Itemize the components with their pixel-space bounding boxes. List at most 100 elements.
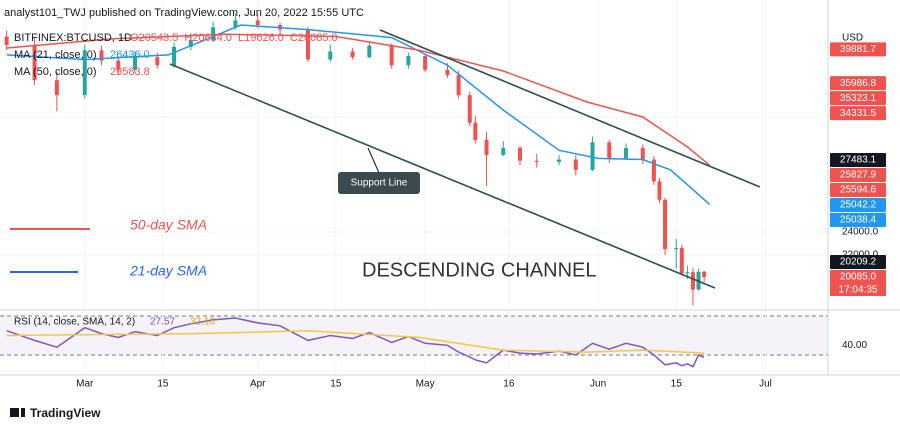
candle-body: [685, 272, 690, 274]
callout-pointer: [367, 147, 381, 176]
candle-body: [456, 75, 461, 96]
x-tick-label: Mar: [76, 379, 94, 390]
price-tag: [830, 91, 886, 106]
candle-body: [389, 45, 394, 66]
line-series: [6, 33, 711, 166]
price-tag: [830, 255, 886, 270]
marks: [4, 13, 711, 368]
candle-body: [82, 50, 87, 96]
candle-body: [406, 56, 411, 66]
candle-body: [484, 139, 489, 155]
line-series: [6, 329, 705, 354]
candle-body: [674, 248, 679, 250]
candle-body: [501, 148, 506, 155]
candle-body: [188, 39, 193, 47]
candle-body: [573, 159, 578, 170]
price-tag: [830, 183, 886, 198]
candle-body: [32, 45, 37, 81]
x-tick-label: 15: [330, 379, 342, 390]
ma-legend: MA (50, close, 0): [14, 66, 97, 78]
candle-body: [679, 248, 684, 274]
x-tick-label: Jul: [759, 379, 772, 390]
ma-value: 26436.0: [110, 49, 150, 61]
candle-body: [473, 122, 478, 140]
price-tag: [830, 168, 886, 183]
ma-value: 29583.8: [110, 66, 150, 78]
callout-box: [338, 172, 420, 194]
rsi-ma-value: 32.16: [190, 317, 215, 328]
annotation: 50-day SMA: [130, 217, 207, 233]
y-tick-label: 24000.0: [842, 227, 879, 238]
price-tag-label: 34331.5: [840, 108, 877, 119]
candle-body: [255, 20, 260, 25]
price-tag: [830, 42, 886, 57]
support-trend-line: [169, 63, 716, 289]
candle-body: [663, 199, 668, 250]
candle-body: [211, 27, 216, 40]
x-tick-label: Apr: [250, 379, 266, 390]
candle-body: [4, 36, 9, 46]
price-tag-label: 25042.2: [840, 200, 877, 211]
candle-body: [99, 50, 104, 61]
header: analyst101_TWJ published on TradingView.…: [4, 7, 364, 19]
price-tags: 34000.024000.022000.039881.735986.835323…: [830, 42, 886, 351]
candle-body: [116, 60, 121, 70]
candle-body: [517, 148, 522, 161]
ohlc-value: O20543.5: [130, 32, 178, 44]
candle-body: [651, 159, 656, 182]
candle-body: [367, 45, 372, 58]
annotation: DESCENDING CHANNEL: [362, 259, 596, 281]
callout-text: Support Line: [351, 178, 408, 189]
price-tag-label: 25594.6: [840, 185, 877, 196]
candle-body: [350, 51, 355, 58]
x-tick-label: Jun: [590, 379, 606, 390]
price-tag-label: 35323.1: [840, 93, 877, 104]
candle-body: [690, 272, 695, 290]
price-tag: [830, 76, 886, 91]
ohlc-value: C20085.0: [290, 32, 338, 44]
candle-body: [305, 29, 310, 60]
rsi-band: [0, 316, 828, 356]
annotation: 21-day SMA: [129, 263, 207, 279]
candle-body: [132, 57, 137, 70]
price-tag: [830, 213, 886, 228]
price-tag-label: 27483.1: [840, 155, 877, 166]
price-tag-label: 25038.4: [840, 215, 877, 226]
ohlc-value: L19626.0: [238, 32, 284, 44]
candle-body: [557, 159, 562, 162]
ma-legend: MA (21, close, 0): [14, 49, 97, 61]
candle-body: [172, 46, 177, 66]
footer-logo: [10, 408, 25, 417]
grid: Mar 15 Apr 15 May 16 Jun 15 Jul: [0, 0, 828, 390]
x-tick-label: 15: [671, 379, 683, 390]
rsi-value: 27.57: [150, 317, 175, 328]
symbol: BITFINEX:BTCUSD, 1D: [14, 32, 132, 44]
line-series: [6, 24, 711, 205]
candle-body: [328, 51, 333, 60]
footer: TradingView: [30, 406, 101, 420]
rsi-legend: RSI (14, close, SMA, 14, 2): [14, 317, 135, 328]
candle-body: [233, 20, 238, 28]
resistance-trend-line: [379, 29, 761, 188]
price-tag-label: 20209.2: [840, 257, 877, 268]
price-tag: [830, 153, 886, 168]
candle-body: [624, 148, 629, 159]
ohlc-legend: O20543.5 H20634.0 L19626.0 C20085.0: [130, 32, 338, 44]
countdown: 17:04:35: [839, 285, 878, 296]
candle-body: [467, 95, 472, 123]
candle-body: [155, 57, 160, 66]
x-tick-label: 15: [157, 379, 169, 390]
price-tag: [830, 198, 886, 213]
price-tag-label: 20085.0: [840, 272, 877, 283]
y-tick-label: 40.00: [842, 340, 867, 351]
currency: USD: [842, 33, 863, 44]
price-tag-label: 35986.8: [840, 78, 877, 89]
candle-body: [534, 160, 539, 162]
price-tag-label: 25827.9: [840, 170, 877, 181]
price-tag: [830, 106, 886, 121]
candle-body: [445, 69, 450, 76]
ohlc-value: H20634.0: [184, 32, 232, 44]
x-tick-label: 16: [503, 379, 515, 390]
